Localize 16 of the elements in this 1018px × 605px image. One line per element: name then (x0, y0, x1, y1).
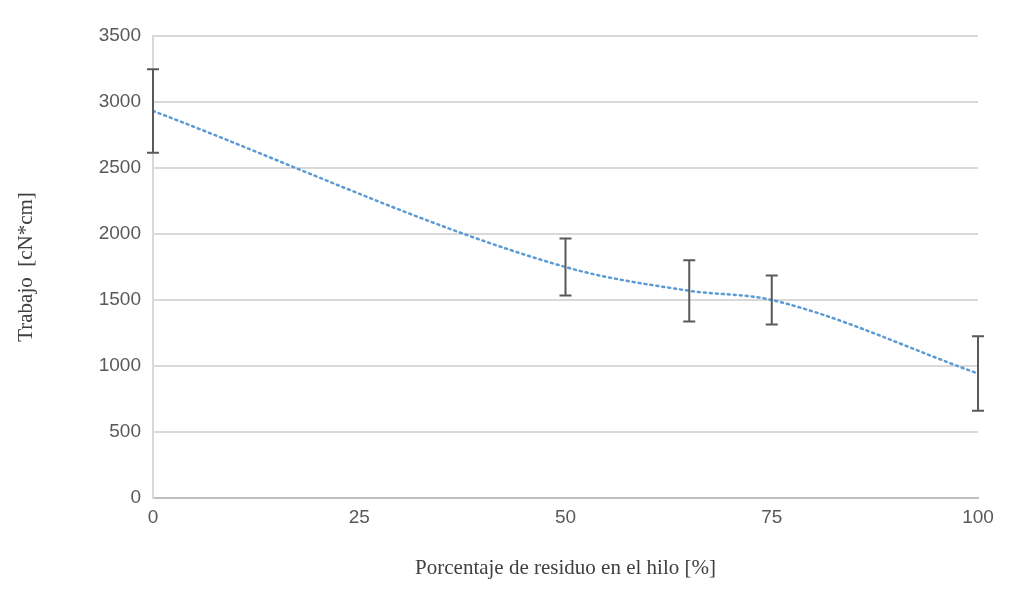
y-tick-label: 3500 (98, 24, 141, 46)
y-axis-title: Trabajo [cN*cm] (13, 192, 38, 342)
x-axis-title: Porcentaje de residuo en el hilo [%] (415, 554, 716, 579)
x-tick-label: 25 (348, 505, 370, 527)
y-tick-label: 3000 (98, 90, 141, 112)
x-tick-label: 75 (761, 505, 783, 527)
line-series (153, 109, 978, 375)
y-tick-label: 1000 (98, 354, 141, 376)
y-tick-label: 2000 (98, 222, 141, 244)
y-tick-label: 500 (109, 420, 141, 442)
y-tick-label: 1500 (98, 288, 141, 310)
y-tick-label: 2500 (98, 156, 141, 178)
x-tick-label: 50 (554, 505, 577, 527)
y-tick-label: 0 (130, 486, 141, 508)
x-tick-label: 0 (147, 505, 159, 527)
x-tick-label: 100 (962, 505, 994, 527)
